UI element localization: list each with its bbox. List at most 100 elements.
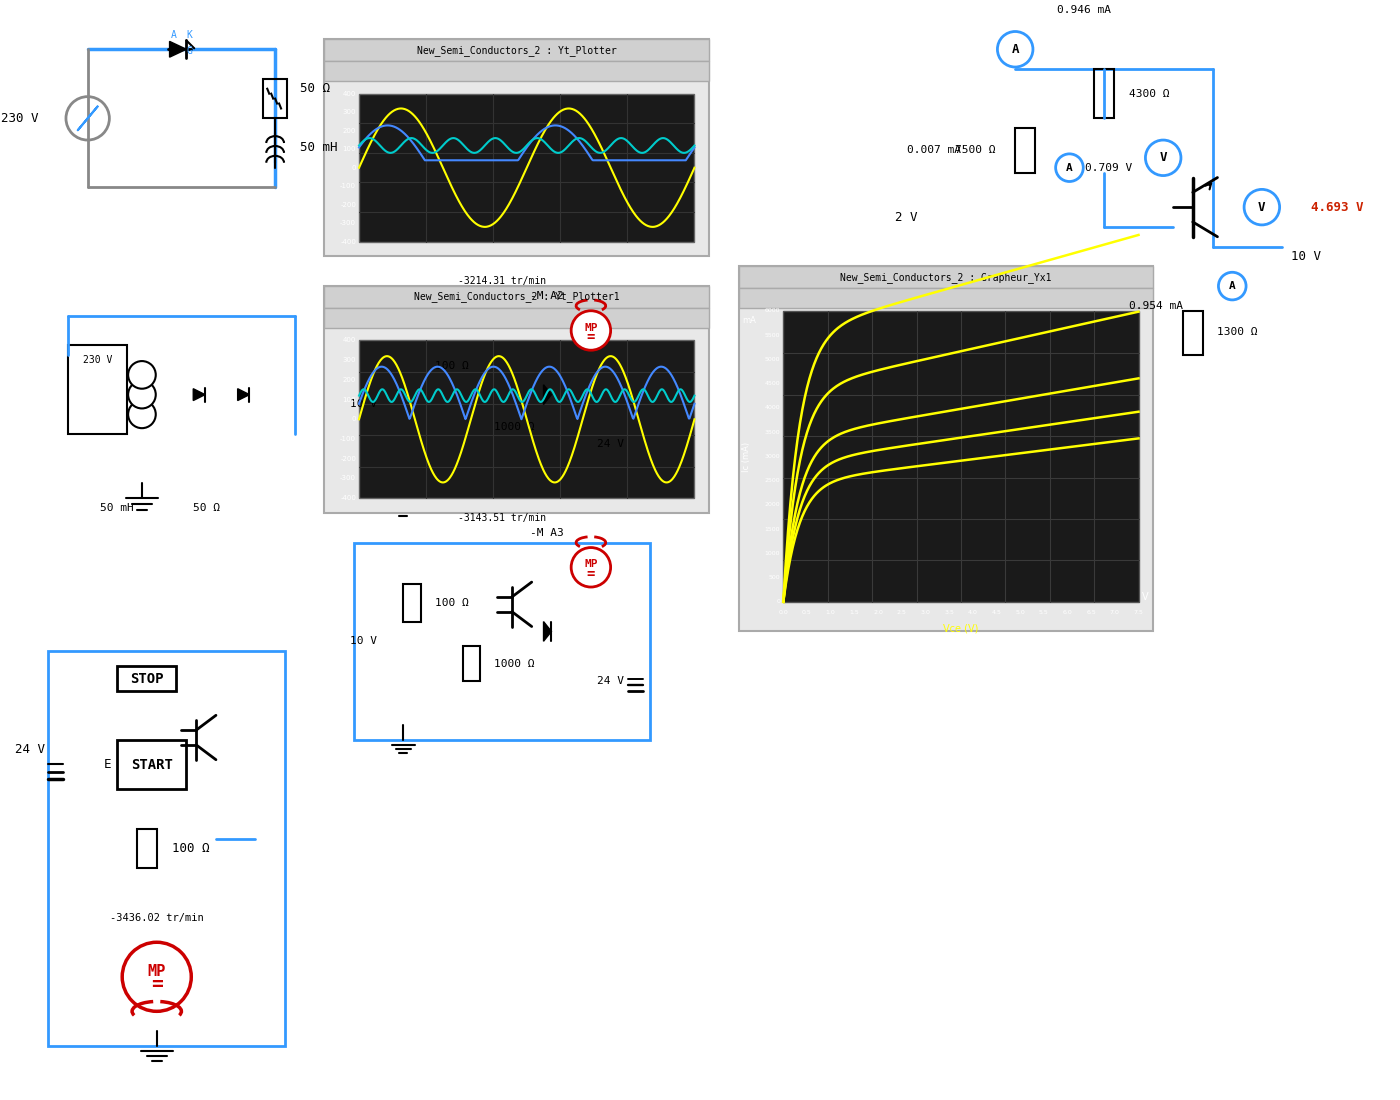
Bar [325, 40, 710, 256]
Text: 100 Ω: 100 Ω [172, 842, 209, 855]
Text: -100: -100 [340, 184, 356, 189]
Circle shape [571, 548, 610, 587]
Text: 0: 0 [351, 165, 356, 170]
Text: 3.5: 3.5 [944, 609, 953, 615]
Text: 1300 Ω: 1300 Ω [1218, 328, 1259, 338]
Text: =: = [587, 330, 595, 344]
Text: V: V [1159, 152, 1168, 164]
Text: E: E [104, 758, 111, 771]
Text: A: A [1065, 163, 1072, 173]
Bar [325, 286, 710, 513]
Bar [325, 308, 710, 328]
Text: 24 V: 24 V [598, 439, 624, 449]
Text: 1.5: 1.5 [850, 609, 860, 615]
Text: 4500: 4500 [764, 381, 780, 386]
Text: -3143.51 tr/min: -3143.51 tr/min [458, 513, 546, 522]
Circle shape [571, 311, 610, 350]
Text: 3500: 3500 [764, 429, 780, 434]
Bar [69, 345, 127, 434]
Text: A: A [171, 31, 176, 41]
Text: 6.0: 6.0 [1063, 609, 1072, 615]
Polygon shape [169, 42, 186, 57]
Text: 24 V: 24 V [598, 675, 624, 685]
Bar [1183, 311, 1203, 355]
Text: 1.0: 1.0 [826, 609, 836, 615]
Text: New_Semi_Conductors_2 : Grapheur_Yx1: New_Semi_Conductors_2 : Grapheur_Yx1 [840, 272, 1051, 283]
Circle shape [1218, 273, 1246, 300]
Text: 50 mH: 50 mH [101, 503, 134, 513]
Text: MP: MP [147, 965, 165, 979]
Text: 7.5: 7.5 [1134, 609, 1144, 615]
Text: -200: -200 [340, 201, 356, 208]
Text: 50 Ω: 50 Ω [300, 82, 330, 96]
Text: A: A [1011, 43, 1019, 56]
Circle shape [129, 381, 155, 408]
Text: 7500 Ω: 7500 Ω [955, 145, 995, 155]
Bar [48, 651, 286, 1046]
Circle shape [997, 32, 1033, 67]
Text: 2 V: 2 V [896, 210, 918, 223]
Text: START: START [130, 758, 172, 771]
Text: 24 V: 24 V [15, 744, 45, 757]
Text: 200: 200 [343, 128, 356, 134]
Bar [739, 266, 1154, 631]
Text: 1500: 1500 [764, 527, 780, 531]
Text: 300: 300 [343, 358, 356, 363]
Text: Vce (V): Vce (V) [944, 624, 979, 634]
Text: 10 V: 10 V [1291, 250, 1322, 263]
Text: 0.007 mA: 0.007 mA [907, 145, 960, 155]
Text: -100: -100 [340, 436, 356, 442]
Bar [325, 286, 710, 308]
Bar [462, 409, 480, 444]
Text: 6000: 6000 [764, 308, 780, 314]
Circle shape [122, 943, 192, 1011]
Text: -400: -400 [340, 495, 356, 502]
Polygon shape [543, 621, 552, 641]
Text: 400: 400 [343, 338, 356, 343]
Text: -200: -200 [340, 455, 356, 462]
Bar [354, 542, 650, 740]
Text: 1000 Ω: 1000 Ω [494, 422, 535, 432]
Text: 4.0: 4.0 [967, 609, 977, 615]
Text: 5.0: 5.0 [1015, 609, 1025, 615]
Text: 0.709 V: 0.709 V [1085, 163, 1133, 173]
Bar [739, 288, 1154, 308]
Bar [462, 646, 480, 681]
Text: -3436.02 tr/min: -3436.02 tr/min [109, 913, 203, 923]
Text: mA: mA [742, 316, 756, 326]
Text: K: K [186, 31, 192, 41]
Text: 2500: 2500 [764, 478, 780, 483]
Polygon shape [543, 385, 552, 405]
Text: 2.5: 2.5 [897, 609, 907, 615]
Text: 50 mH: 50 mH [300, 142, 337, 154]
Text: 1000 Ω: 1000 Ω [494, 659, 535, 669]
Circle shape [1245, 189, 1280, 224]
Bar [403, 584, 421, 621]
Bar [358, 94, 694, 242]
Text: New_Semi_Conductors_2 : Yt_Plotter1: New_Semi_Conductors_2 : Yt_Plotter1 [414, 292, 620, 302]
Text: 0: 0 [777, 600, 780, 604]
Text: 10 V: 10 V [350, 636, 378, 647]
Circle shape [129, 361, 155, 388]
Bar [118, 666, 176, 691]
Text: 0.0: 0.0 [778, 609, 788, 615]
Text: A: A [1229, 282, 1236, 292]
Text: V: V [1259, 200, 1266, 213]
Bar [137, 828, 157, 868]
Bar [263, 79, 287, 119]
Text: 0.946 mA: 0.946 mA [1057, 4, 1112, 14]
Circle shape [129, 400, 155, 428]
Text: 6.5: 6.5 [1086, 609, 1096, 615]
Text: 0.954 mA: 0.954 mA [1128, 300, 1183, 311]
Text: 1000: 1000 [764, 551, 780, 556]
Bar [1095, 69, 1114, 119]
Text: 4.693 V: 4.693 V [1312, 200, 1364, 213]
Text: 5500: 5500 [764, 332, 780, 338]
Text: 0.5: 0.5 [802, 609, 812, 615]
Text: 5000: 5000 [764, 356, 780, 362]
Text: 100: 100 [343, 397, 356, 403]
Text: V: V [1142, 592, 1148, 602]
Text: MP: MP [584, 559, 598, 570]
Text: =: = [587, 568, 595, 581]
Bar [354, 306, 650, 503]
